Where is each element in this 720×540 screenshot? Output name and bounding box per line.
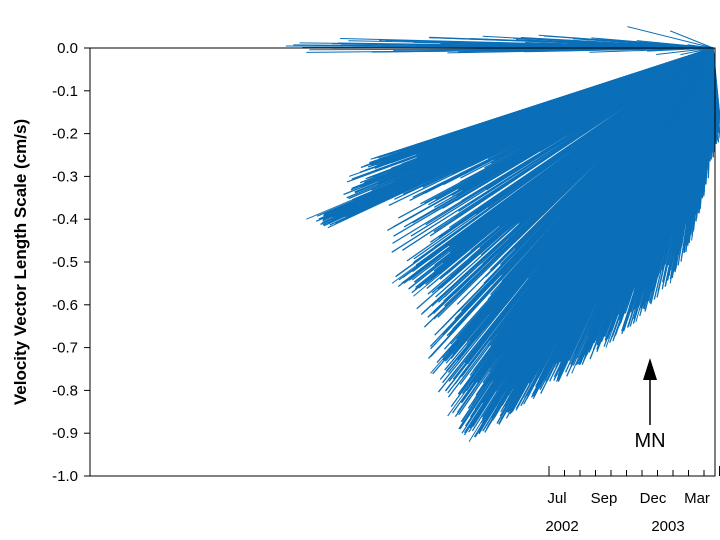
y-axis-title: Velocity Vector Length Scale (cm/s) [11, 119, 30, 405]
x-month-label-mar: Mar [684, 490, 710, 507]
velocity-vector [421, 47, 714, 195]
velocity-vector [468, 47, 714, 443]
north-arrow-head [643, 358, 657, 380]
velocity-vector [389, 47, 714, 174]
velocity-vector [552, 47, 714, 158]
y-tick-label: -0.1 [52, 83, 78, 100]
velocity-vector [592, 47, 714, 223]
velocity-vector [452, 47, 714, 356]
velocity-vector [571, 47, 714, 343]
velocity-vector [437, 47, 714, 393]
velocity-vector [498, 47, 714, 425]
velocity-vector [447, 47, 714, 417]
velocity-vector [643, 47, 714, 269]
velocity-vector [656, 47, 714, 56]
velocity-vector [589, 47, 714, 53]
velocity-vector [712, 47, 715, 135]
velocity-vector [506, 47, 714, 317]
velocity-vector [534, 47, 714, 146]
velocity-vector [635, 47, 714, 323]
velocity-vector [680, 47, 714, 250]
velocity-vector [432, 47, 714, 275]
velocity-vector [680, 47, 714, 180]
velocity-vector [627, 26, 714, 49]
velocity-vector [306, 47, 714, 220]
velocity-vector [413, 47, 714, 263]
velocity-vector [429, 37, 714, 49]
velocity-vector [370, 47, 714, 160]
velocity-vector [452, 47, 714, 175]
velocity-vector [570, 47, 714, 286]
velocity-vector [670, 30, 714, 49]
y-tick-label: -0.4 [52, 211, 78, 228]
y-tick-label: -0.3 [52, 168, 78, 185]
vector-sticks [285, 26, 720, 443]
velocity-vector [571, 47, 714, 374]
y-tick-label: -0.8 [52, 382, 78, 399]
north-arrow-label: MN [634, 430, 665, 452]
velocity-vector [442, 47, 714, 336]
x-year-label-2002: 2002 [545, 518, 578, 535]
velocity-vector [391, 47, 714, 284]
velocity-vector [539, 47, 714, 152]
velocity-vector [475, 47, 714, 340]
velocity-vector [460, 47, 714, 179]
velocity-vector [607, 47, 714, 279]
velocity-vector [482, 35, 714, 49]
velocity-vector [532, 47, 714, 400]
velocity-vector [484, 47, 714, 190]
velocity-vector [712, 47, 720, 124]
velocity-vector [422, 47, 714, 314]
velocity-vector [413, 47, 714, 297]
velocity-vector [495, 47, 714, 256]
velocity-vector [327, 47, 714, 229]
velocity-vector [409, 47, 714, 182]
y-tick-label: -0.2 [52, 126, 78, 143]
velocity-vector [451, 47, 714, 196]
y-tick-label: -0.5 [52, 254, 78, 271]
y-tick-label: 0.0 [57, 40, 78, 57]
velocity-vector [470, 47, 714, 417]
x-month-label-sep: Sep [591, 490, 618, 507]
x-month-label-dec: Dec [640, 490, 667, 507]
y-tick-label: -0.9 [52, 425, 78, 442]
velocity-vector [597, 47, 714, 279]
velocity-vector [669, 47, 714, 284]
y-tick-label: -0.6 [52, 297, 78, 314]
y-tick-label: -1.0 [52, 468, 78, 485]
y-axis-ticks: 0.0 -0.1 -0.2 -0.3 -0.4 -0.5 -0.6 -0.7 -0.8 -0.9 -… [52, 40, 90, 485]
velocity-vector [532, 47, 714, 371]
velocity-vector [430, 47, 714, 374]
velocity-vector [443, 47, 714, 350]
velocity-vector [337, 42, 714, 49]
velocity-vector [691, 47, 714, 241]
x-axis-ticks [548, 466, 720, 476]
velocity-vector [605, 47, 714, 348]
x-year-label-2003: 2003 [651, 518, 684, 535]
velocity-vector [526, 47, 714, 400]
velocity-vector [487, 47, 714, 246]
north-arrow: MN [634, 358, 666, 452]
velocity-vector [408, 47, 714, 281]
velocity-vector [349, 47, 714, 177]
velocity-vector [402, 47, 714, 251]
y-tick-label: -0.7 [52, 340, 78, 357]
x-month-label-jul: Jul [547, 490, 566, 507]
